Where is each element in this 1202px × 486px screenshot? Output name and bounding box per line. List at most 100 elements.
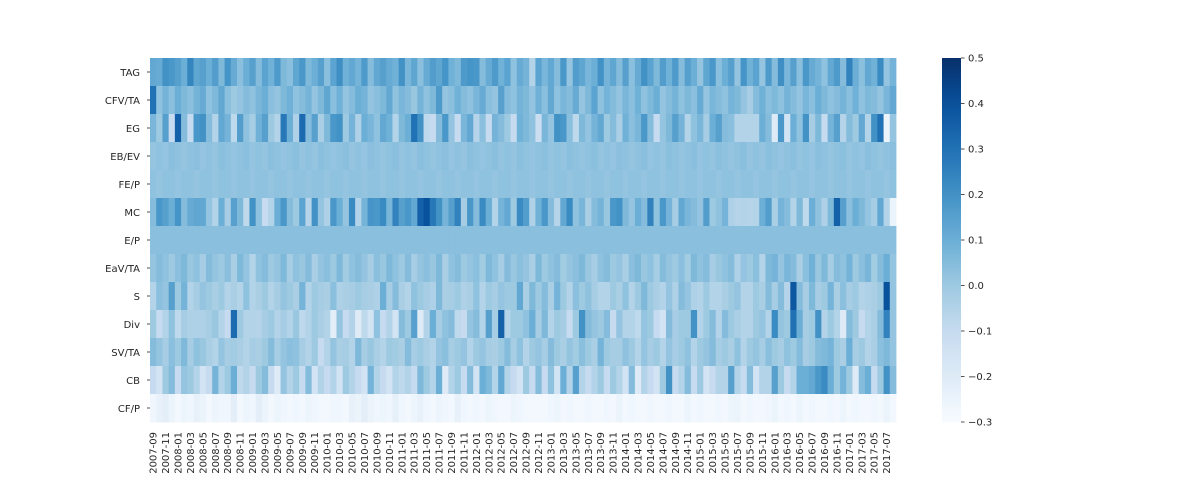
heatmap-cell: [871, 338, 878, 367]
heatmap-cell: [299, 394, 306, 423]
heatmap-cell: [261, 86, 269, 115]
heatmap-cell: [864, 338, 872, 367]
heatmap-cell: [311, 338, 319, 367]
heatmap-cell: [411, 254, 418, 283]
heatmap-cell: [280, 226, 288, 255]
heatmap-cell: [840, 86, 847, 115]
heatmap-cell: [709, 198, 717, 227]
heatmap-cell: [641, 310, 648, 339]
heatmap-cell: [734, 170, 741, 199]
heatmap-cell: [796, 114, 804, 143]
heatmap-cell: [417, 394, 424, 423]
heatmap-cell: [255, 310, 263, 339]
heatmap-cell: [181, 338, 188, 367]
heatmap-cell: [404, 170, 412, 199]
heatmap-cell: [560, 226, 567, 255]
heatmap-cell: [634, 114, 642, 143]
heatmap-cell: [237, 58, 244, 87]
heatmap-cell: [765, 86, 773, 115]
heatmap-cell: [759, 310, 766, 339]
heatmap-cell: [541, 282, 549, 311]
heatmap-cell: [473, 170, 480, 199]
heatmap-cell: [467, 58, 474, 87]
heatmap-cell: [467, 394, 474, 423]
heatmap-cell: [765, 338, 773, 367]
heatmap-cell: [467, 338, 474, 367]
column-labels: 2007-09 2007-11 2008-01 2008-03 2008-05 2008-…: [149, 432, 894, 474]
heatmap-cell: [280, 366, 288, 395]
heatmap-cell: [280, 282, 288, 311]
heatmap-cell: [292, 394, 300, 423]
heatmap-cell: [566, 226, 574, 255]
heatmap-cell: [572, 86, 580, 115]
heatmap-cell: [404, 86, 412, 115]
column-label: 2008-05: [198, 432, 209, 474]
heatmap-cell: [678, 394, 686, 423]
heatmap-cell: [305, 170, 313, 199]
heatmap-cell: [572, 310, 580, 339]
heatmap-cell: [690, 198, 698, 227]
column-label: 2015-05: [721, 432, 732, 474]
heatmap-cell: [709, 254, 717, 283]
heatmap-cell: [193, 394, 201, 423]
heatmap-cell: [268, 254, 275, 283]
heatmap-cell: [404, 114, 412, 143]
heatmap-cell: [659, 226, 667, 255]
heatmap-cell: [827, 170, 835, 199]
heatmap-cell: [442, 394, 449, 423]
heatmap-cell: [330, 394, 337, 423]
heatmap-cell: [193, 86, 201, 115]
heatmap-cell: [547, 394, 555, 423]
heatmap-cell: [355, 282, 362, 311]
heatmap-cell: [864, 226, 872, 255]
heatmap-cell: [883, 282, 891, 311]
heatmap-cell: [473, 114, 480, 143]
heatmap-cell: [889, 198, 897, 227]
heatmap-cell: [728, 142, 735, 171]
column-label: 2010-11: [385, 432, 396, 474]
heatmap-cell: [510, 226, 518, 255]
heatmap-cell: [435, 394, 443, 423]
heatmap-cell: [460, 170, 468, 199]
heatmap-cell: [585, 310, 592, 339]
heatmap-cell: [597, 282, 605, 311]
heatmap-cell: [435, 254, 443, 283]
heatmap-cell: [790, 310, 797, 339]
heatmap-cell: [485, 58, 493, 87]
heatmap-cell: [417, 366, 424, 395]
heatmap-cell: [187, 142, 194, 171]
heatmap-cell: [255, 338, 263, 367]
heatmap-cell: [230, 198, 238, 227]
heatmap-cell: [504, 338, 511, 367]
heatmap-cell: [491, 394, 499, 423]
heatmap-cell: [330, 142, 337, 171]
heatmap-cell: [597, 226, 605, 255]
heatmap-cell: [846, 254, 853, 283]
heatmap-cell: [510, 198, 518, 227]
heatmap-cell: [796, 58, 804, 87]
heatmap-cell: [361, 366, 368, 395]
heatmap-cell: [541, 58, 549, 87]
heatmap-cell: [585, 58, 592, 87]
heatmap-cell: [734, 254, 741, 283]
heatmap-cell: [516, 58, 524, 87]
heatmap-cell: [777, 86, 785, 115]
heatmap-cell: [535, 142, 543, 171]
heatmap-cell: [647, 198, 654, 227]
heatmap-cell: [591, 394, 598, 423]
heatmap-cell: [429, 58, 437, 87]
heatmap-cell: [603, 394, 611, 423]
heatmap-cell: [715, 226, 723, 255]
heatmap-cell: [653, 366, 661, 395]
heatmap-cell: [367, 58, 375, 87]
row-labels: TAGCFV/TAEGEB/EVFE/PMCE/PEaV/TASDivSV/TA…: [105, 68, 150, 415]
heatmap-cell: [672, 226, 679, 255]
heatmap-cell: [286, 198, 294, 227]
heatmap-cell: [821, 86, 829, 115]
heatmap-cell: [802, 86, 810, 115]
heatmap-cell: [367, 338, 375, 367]
row-label: CF/P: [118, 404, 140, 415]
heatmap-cell: [784, 310, 791, 339]
heatmap-cell: [230, 310, 238, 339]
heatmap-cell: [454, 254, 462, 283]
